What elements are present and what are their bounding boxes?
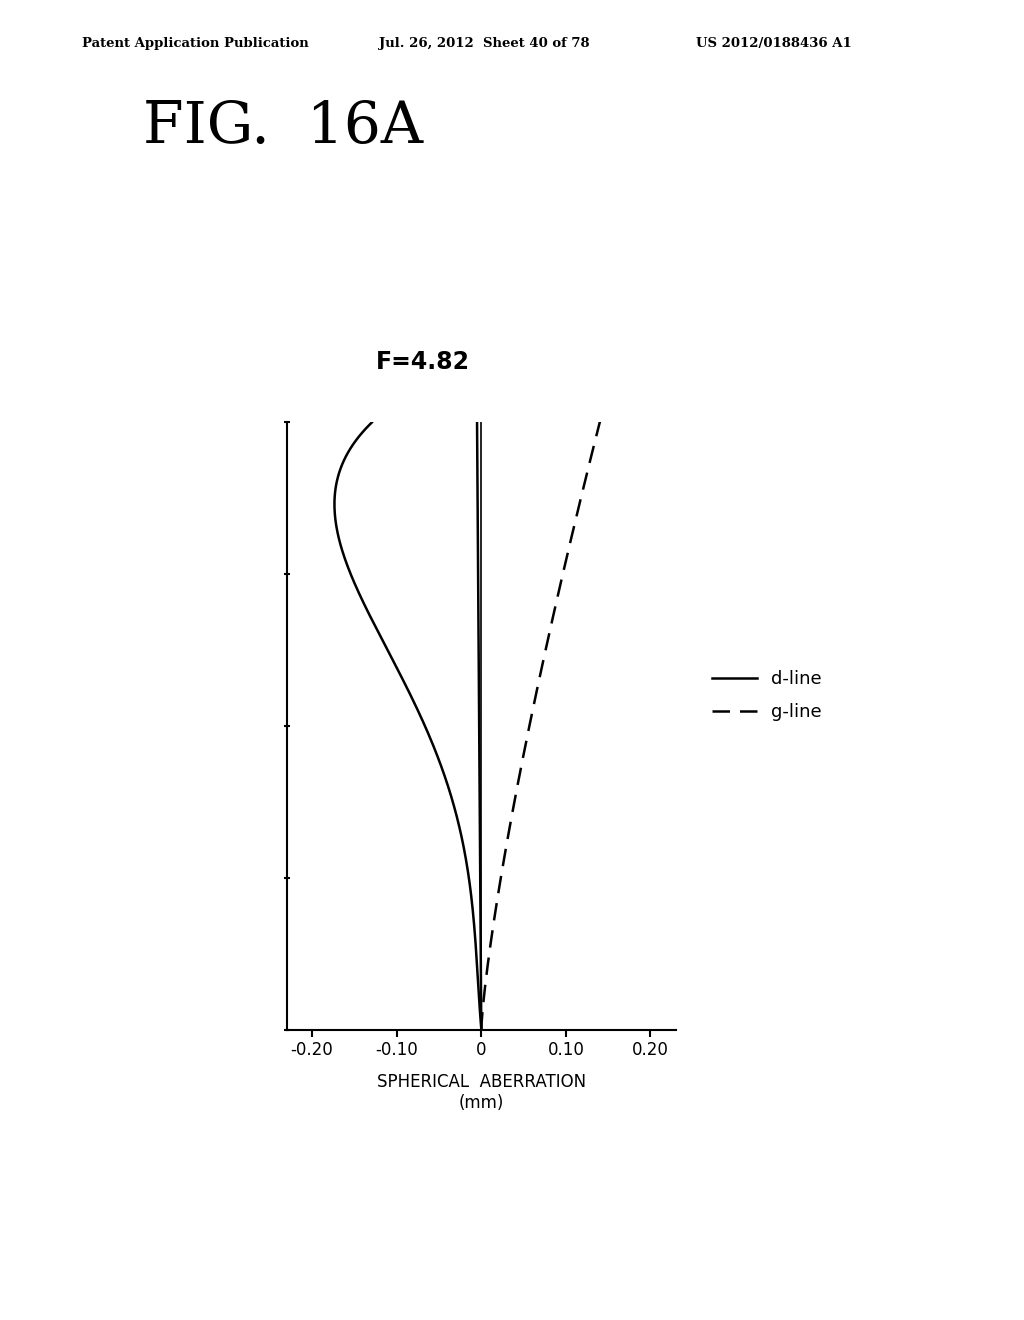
- Text: Jul. 26, 2012  Sheet 40 of 78: Jul. 26, 2012 Sheet 40 of 78: [379, 37, 590, 50]
- Legend: d-line, g-line: d-line, g-line: [705, 663, 829, 729]
- Text: US 2012/0188436 A1: US 2012/0188436 A1: [696, 37, 852, 50]
- X-axis label: SPHERICAL  ABERRATION
(mm): SPHERICAL ABERRATION (mm): [377, 1073, 586, 1111]
- Text: F=4.82: F=4.82: [376, 350, 470, 374]
- Text: FIG.  16A: FIG. 16A: [143, 99, 424, 154]
- Text: Patent Application Publication: Patent Application Publication: [82, 37, 308, 50]
